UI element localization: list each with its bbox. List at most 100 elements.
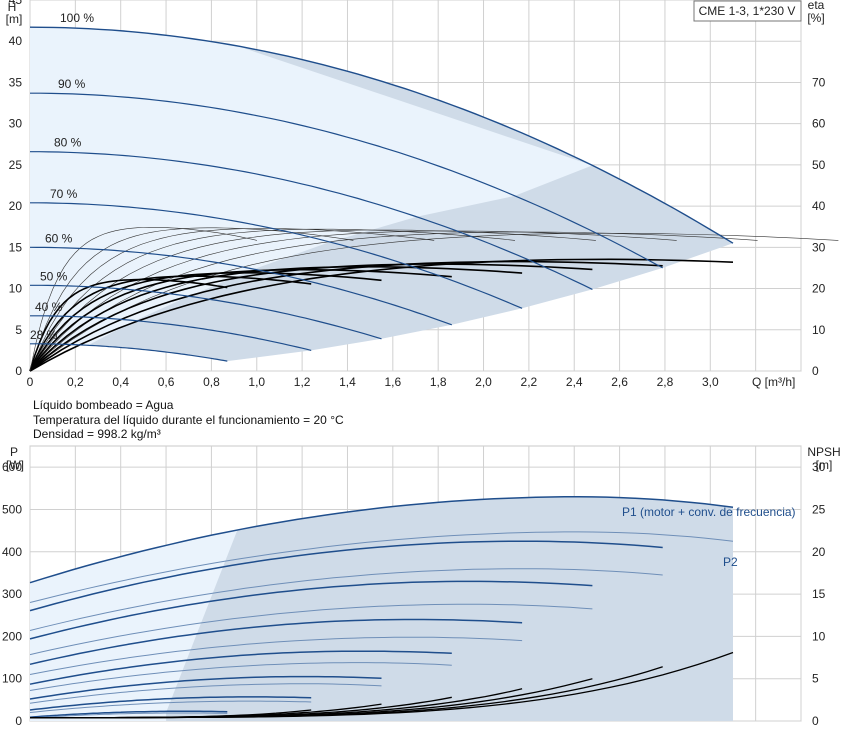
efficiency-curve bbox=[29, 272, 382, 372]
head-curve bbox=[30, 284, 382, 340]
pumped-liquid: Líquido bombeado = Agua bbox=[33, 398, 174, 412]
x-tick-label: 0 bbox=[27, 375, 34, 389]
head-curve bbox=[30, 343, 228, 362]
x-tick-label: 2,8 bbox=[657, 375, 674, 389]
y2-tick-label: 40 bbox=[812, 199, 826, 213]
efficiency-curve bbox=[29, 278, 228, 372]
y-tick-label: 500 bbox=[2, 502, 22, 516]
y2-tick-label: 70 bbox=[812, 75, 826, 89]
y-axis-unit: [W] bbox=[6, 458, 24, 472]
y-tick-label: 200 bbox=[2, 629, 22, 643]
chart-title: CME 1-3, 1*230 V bbox=[699, 4, 796, 18]
operating-area bbox=[30, 496, 734, 721]
speed-label: 80 % bbox=[54, 136, 82, 150]
y-tick-label: 15 bbox=[9, 240, 23, 254]
x-tick-label: 2,6 bbox=[611, 375, 628, 389]
speed-label: 70 % bbox=[50, 187, 78, 201]
y2-axis-unit: [%] bbox=[807, 11, 824, 25]
efficiency-curve bbox=[29, 260, 663, 372]
p1-curve bbox=[29, 696, 312, 711]
y2-tick-label: 0 bbox=[812, 364, 819, 378]
pump-head-chart: 100 % 90 % 80 % 70 % 60 % 50 % 40 % 28 % 0 0,2 0,… bbox=[6, 0, 839, 389]
x-tick-label: 1,0 bbox=[248, 375, 265, 389]
efficiency-thin-curve bbox=[29, 229, 596, 372]
p1-curve bbox=[29, 650, 452, 685]
y-tick-label: 10 bbox=[9, 282, 23, 296]
npsh-curves bbox=[30, 651, 734, 719]
liquid-temperature: Temperatura del líquido durante el funci… bbox=[33, 412, 344, 427]
p1-curve bbox=[29, 675, 382, 700]
y-tick-label: 25 bbox=[9, 158, 23, 172]
y2-axis-name: eta bbox=[808, 0, 825, 12]
p1-curve bbox=[29, 540, 663, 612]
y-tick-label: 45 bbox=[9, 0, 23, 7]
y-tick-label: 300 bbox=[2, 587, 22, 601]
y-tick-label: 100 bbox=[2, 672, 22, 686]
area-recommended bbox=[166, 496, 734, 721]
p2-curve bbox=[29, 662, 452, 691]
efficiency-curve bbox=[29, 258, 734, 372]
x-tick-label: 0,6 bbox=[158, 375, 175, 389]
x-axis-label: Q [m³/h] bbox=[752, 375, 795, 389]
y2-tick-label: 5 bbox=[812, 672, 819, 686]
speed-label: 100 % bbox=[60, 11, 94, 25]
y2-tick-label: 50 bbox=[812, 158, 826, 172]
p2-curve bbox=[29, 531, 734, 603]
p1-curve bbox=[29, 496, 734, 584]
y2-axis-unit: [m] bbox=[816, 458, 833, 472]
efficiency-curve bbox=[29, 268, 452, 372]
p2-series-label: P2 bbox=[723, 555, 738, 569]
x-tick-label: 2,4 bbox=[566, 375, 583, 389]
x-tick-label: 2,0 bbox=[475, 375, 492, 389]
x-tick-label: 1,4 bbox=[339, 375, 356, 389]
speed-label: 40 % bbox=[35, 300, 63, 314]
speed-label: 50 % bbox=[40, 269, 68, 283]
p2-curve bbox=[29, 712, 228, 719]
p2-curve bbox=[29, 683, 382, 704]
y2-tick-label: 30 bbox=[812, 240, 826, 254]
p1-curve bbox=[29, 580, 593, 640]
efficiency-thin-curve bbox=[29, 227, 257, 372]
x-tick-label: 0,2 bbox=[67, 375, 84, 389]
head-curve bbox=[30, 151, 593, 290]
efficiency-curve bbox=[29, 275, 312, 372]
model-box bbox=[693, 0, 802, 22]
axis-ticks: 0 100 200 300 400 500 600 0 5 10 15 20 25 30 bbox=[2, 460, 826, 728]
p1-curve bbox=[29, 618, 523, 666]
y2-tick-label: 0 bbox=[812, 714, 819, 728]
y2-tick-label: 60 bbox=[812, 117, 826, 131]
y-tick-label: 40 bbox=[9, 34, 23, 48]
y-tick-label: 0 bbox=[15, 714, 22, 728]
y-tick-label: 5 bbox=[15, 323, 22, 337]
y-tick-label: 35 bbox=[9, 75, 23, 89]
x-tick-label: 1,6 bbox=[384, 375, 401, 389]
speed-label: 28 % bbox=[30, 328, 58, 342]
p2-curve bbox=[29, 636, 523, 675]
y2-tick-label: 10 bbox=[812, 629, 826, 643]
p2-curve bbox=[29, 568, 663, 631]
efficiency-curves bbox=[29, 227, 839, 372]
power-curves bbox=[29, 496, 734, 719]
y-tick-label: 600 bbox=[2, 460, 22, 474]
x-tick-label: 2,2 bbox=[521, 375, 538, 389]
y2-tick-label: 20 bbox=[812, 282, 826, 296]
p1-series-label: P1 (motor + conv. de frecuencia) bbox=[622, 505, 796, 519]
head-curve bbox=[30, 202, 523, 309]
efficiency-curve bbox=[29, 263, 593, 372]
npsh-curve bbox=[30, 715, 228, 719]
y-tick-label: 0 bbox=[15, 364, 22, 378]
x-tick-label: 1,2 bbox=[294, 375, 311, 389]
liquid-density: Densidad = 998.2 kg/m³ bbox=[33, 427, 161, 441]
y2-tick-label: 30 bbox=[812, 460, 826, 474]
p1-curve bbox=[29, 710, 228, 718]
head-curves: 100 % 90 % 80 % 70 % 60 % 50 % 40 % 28 % bbox=[29, 11, 734, 362]
y2-tick-label: 15 bbox=[812, 587, 826, 601]
y-tick-label: 20 bbox=[9, 199, 23, 213]
efficiency-thin-curve bbox=[29, 228, 435, 372]
efficiency-thin-curve bbox=[29, 227, 354, 372]
y-axis-name: P bbox=[10, 445, 18, 459]
head-curve bbox=[29, 26, 734, 244]
p2-curve bbox=[29, 700, 312, 713]
y-axis-name: H bbox=[8, 0, 17, 14]
x-tick-label: 3,0 bbox=[702, 375, 719, 389]
